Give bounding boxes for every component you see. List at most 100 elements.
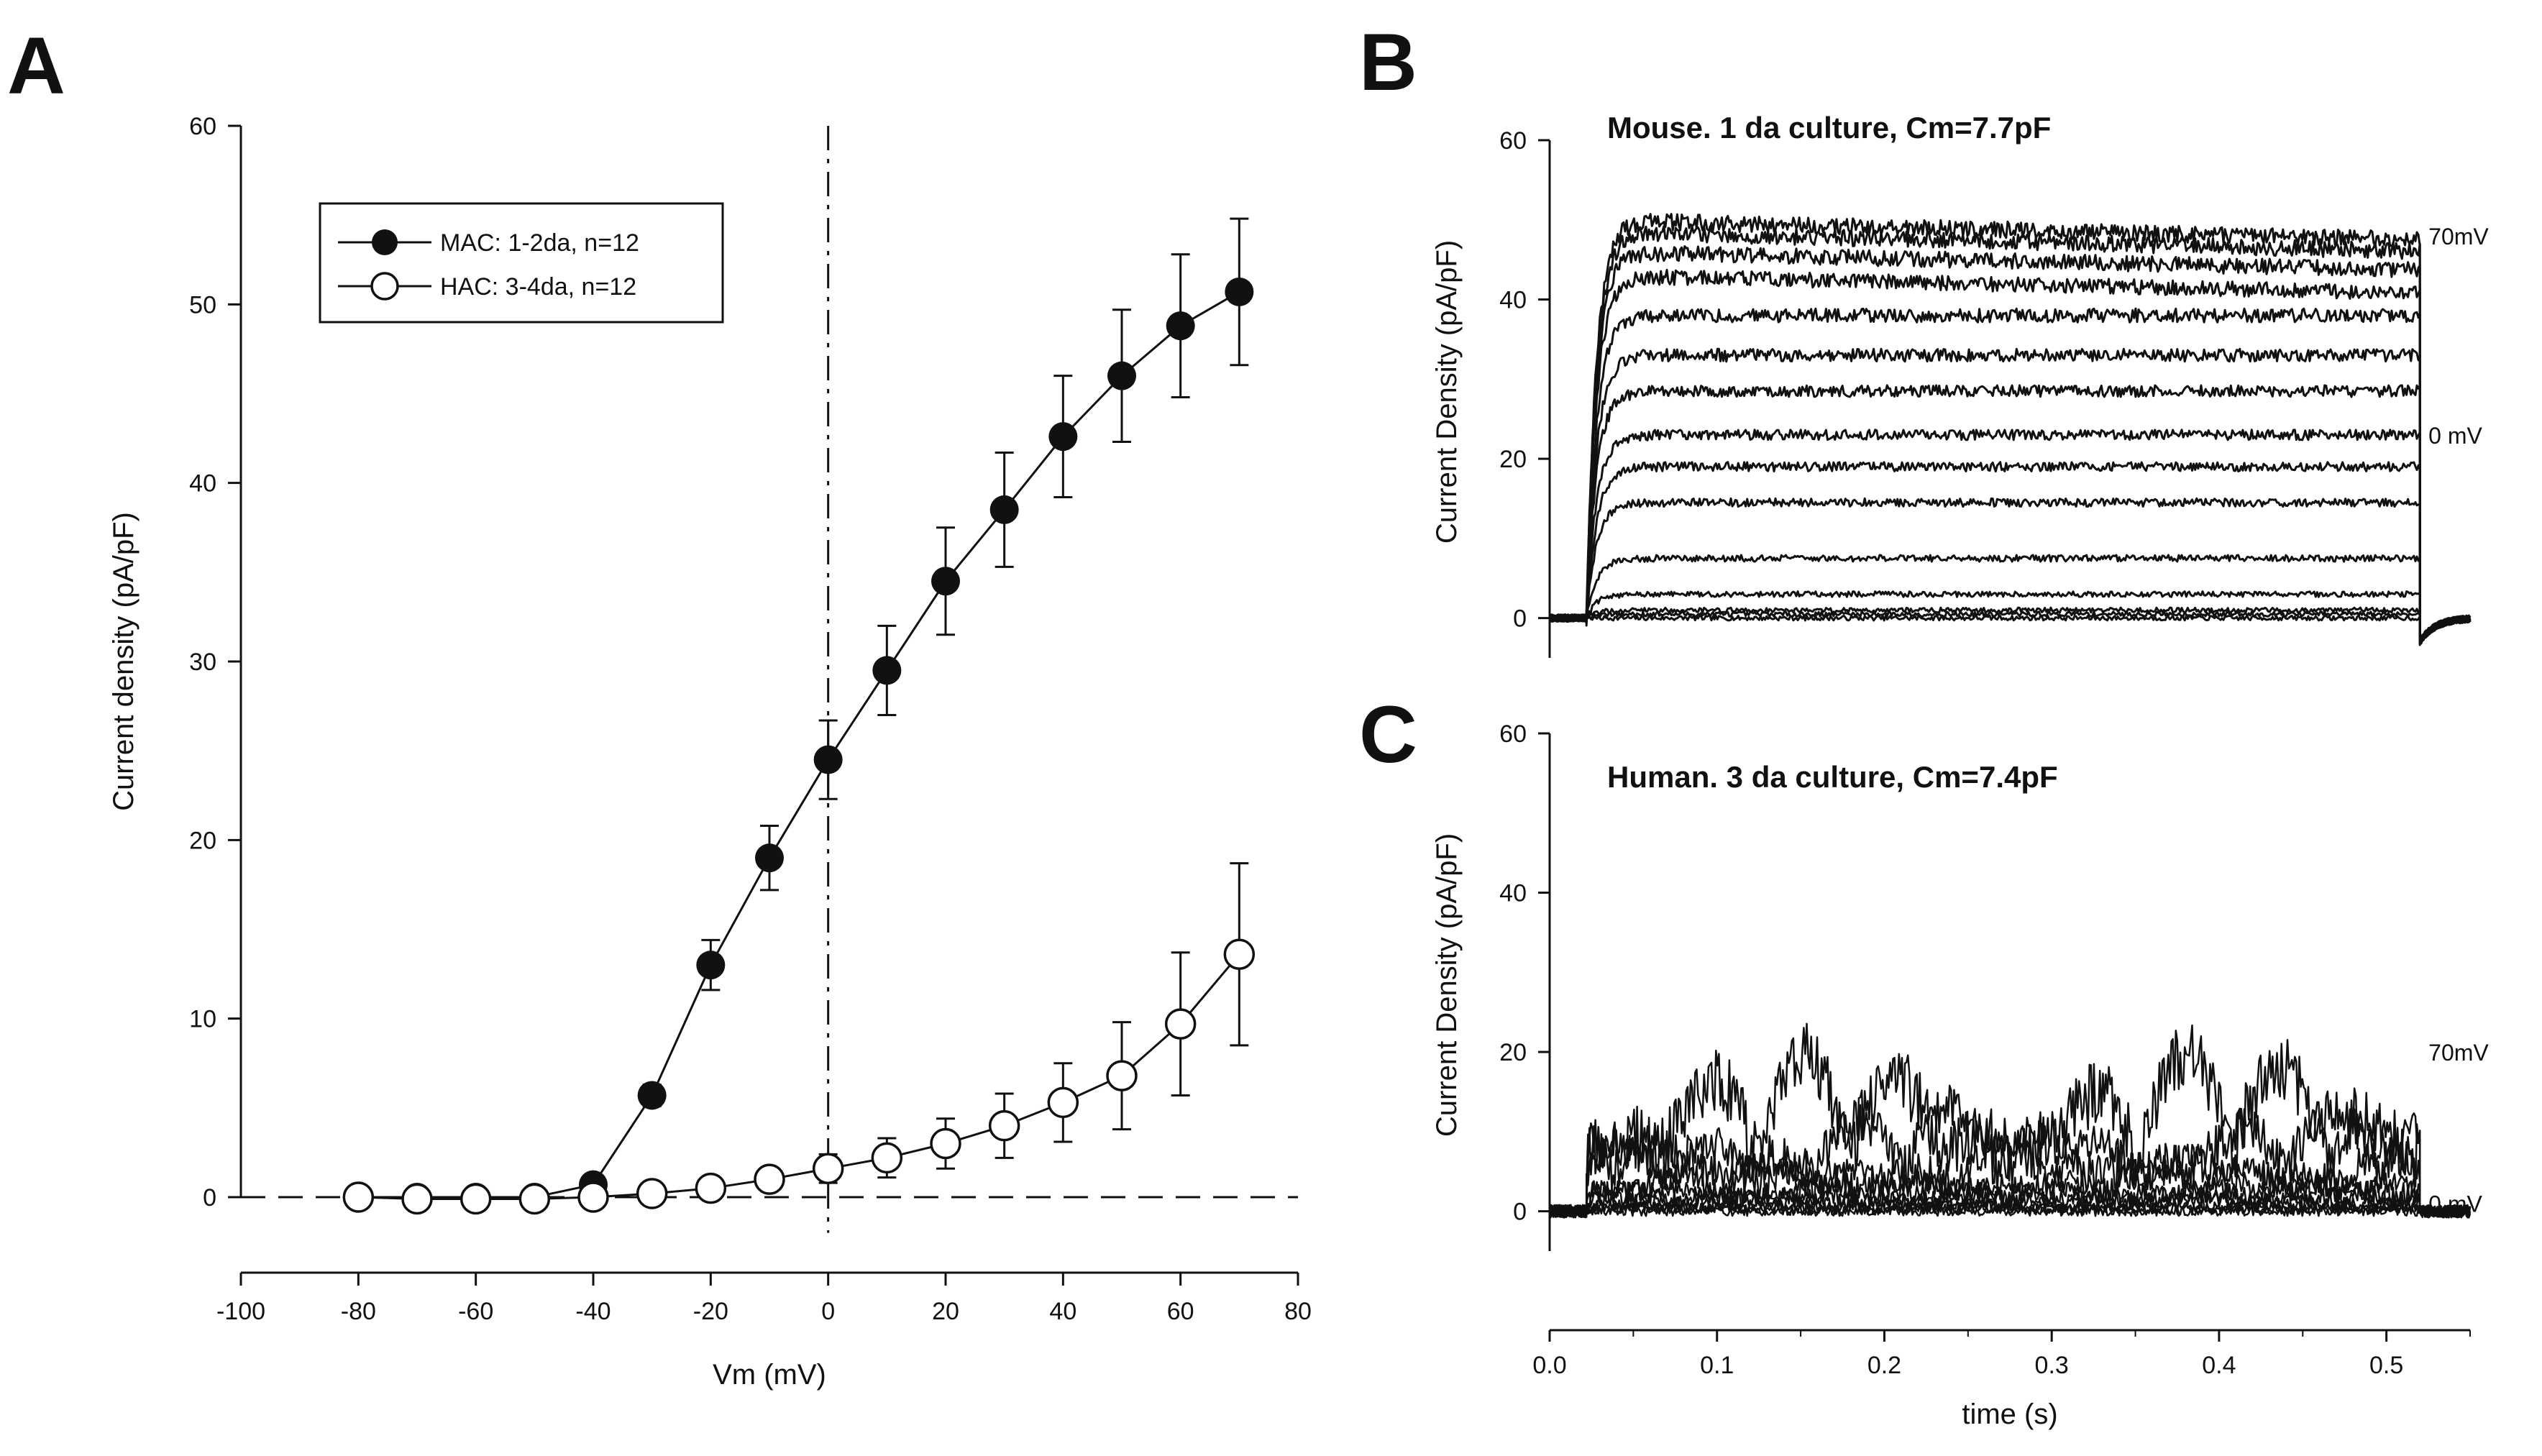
series-line xyxy=(358,953,1240,1200)
data-point xyxy=(812,1153,844,1185)
panel-a-y-axis-label: Current density (pA/pF) xyxy=(108,512,140,811)
panel-b-current-trace xyxy=(1548,461,2472,644)
panel-c-x-tick-label: 0.4 xyxy=(2202,1352,2236,1379)
panel-b-y-axis-label: Current Density (pA/pF) xyxy=(1431,240,1463,544)
panel-a-legend: MAC: 1-2da, n=12 HAC: 3-4da, n=12 xyxy=(319,202,724,324)
panel-a-x-tick-label: 0 xyxy=(821,1298,835,1325)
panel-b-y-tick-label: 40 xyxy=(1499,287,1527,314)
panel-b-current-trace xyxy=(1548,384,2471,645)
panel-b-current-trace xyxy=(1548,606,2472,646)
panel-b-current-trace xyxy=(1548,213,2471,645)
data-point xyxy=(695,1172,727,1204)
panel-c-y-tick-label: 60 xyxy=(1499,720,1527,748)
data-point xyxy=(577,1181,609,1213)
panel-c-current-trace xyxy=(1548,1022,2472,1219)
panel-b-current-trace xyxy=(1548,268,2472,640)
panel-a-x-tick-label: 60 xyxy=(1167,1298,1194,1325)
panel-c-x-tick-label: 0.2 xyxy=(1867,1352,1901,1379)
panel-a-x-tick-label: -80 xyxy=(341,1298,376,1325)
data-point xyxy=(755,843,784,873)
panel-b-y-tick-label: 60 xyxy=(1499,127,1527,155)
data-point xyxy=(754,1163,785,1195)
panel-c-current-trace xyxy=(1548,1187,2472,1219)
series-hac xyxy=(342,862,1256,1215)
panel-b-trace-label: 0 mV xyxy=(2428,423,2482,449)
data-point xyxy=(696,951,726,980)
panel-c-trace-label: 70mV xyxy=(2428,1040,2489,1066)
panel-b-chart: Mouse. 1 da culture, Cm=7.7pF 0 20 40 60 70… xyxy=(1431,111,2489,658)
panel-c-y-axis-label: Current Density (pA/pF) xyxy=(1431,833,1463,1137)
panel-b-current-trace xyxy=(1548,225,2472,642)
panel-a-y-tick-label: 30 xyxy=(189,649,216,676)
panel-b-current-trace xyxy=(1549,497,2472,645)
data-point xyxy=(1107,361,1136,390)
panel-a-y-tick-label: 50 xyxy=(189,291,216,319)
panel-c-current-trace xyxy=(1548,1171,2472,1219)
data-point xyxy=(1166,311,1195,341)
panel-a-chart: 0 10 20 30 40 50 60 -100 -80 -60 -40 -20 0 20 40 60 80 V… xyxy=(108,113,1312,1391)
panel-c-trace-label: 0 mV xyxy=(2428,1191,2482,1217)
legend-label-hac: HAC: 3-4da, n=12 xyxy=(440,273,636,301)
panel-a-y-tick-label: 0 xyxy=(203,1184,216,1212)
panel-letter-a: A xyxy=(7,21,65,111)
panel-b-current-trace xyxy=(1549,245,2471,643)
legend-box xyxy=(319,202,724,324)
data-point xyxy=(401,1183,433,1215)
panel-c-y-tick-label: 40 xyxy=(1499,880,1527,907)
data-point xyxy=(989,495,1019,524)
panel-c-y-tick-label: 20 xyxy=(1499,1039,1527,1066)
panel-c-x-axis-label: time (s) xyxy=(1962,1398,2057,1430)
panel-c-x-tick-label: 0.1 xyxy=(1700,1352,1734,1379)
panel-a-x-tick-label: -60 xyxy=(458,1298,493,1325)
data-point xyxy=(460,1183,492,1215)
panel-a-y-tick-label: 20 xyxy=(189,827,216,854)
panel-b-current-trace xyxy=(1548,613,2472,646)
panel-c-x-tick-label: 0.0 xyxy=(1532,1352,1566,1379)
data-point xyxy=(1223,938,1256,971)
legend-marker-hac xyxy=(370,272,399,301)
panel-letter-b: B xyxy=(1359,17,1417,107)
legend-marker-mac xyxy=(372,229,398,255)
panel-b-y-tick-label: 0 xyxy=(1513,605,1527,633)
data-point xyxy=(1225,277,1254,306)
panel-a-y-tick-label: 60 xyxy=(189,113,216,140)
panel-a-x-axis-label: Vm (mV) xyxy=(713,1359,826,1391)
data-point xyxy=(518,1183,551,1215)
panel-b-current-trace xyxy=(1549,307,2472,645)
panel-c-chart: Human. 3 da culture, Cm=7.4pF 0 20 40 60 0.0… xyxy=(1431,720,2489,1430)
data-point xyxy=(637,1081,667,1110)
panel-b-current-trace xyxy=(1548,429,2472,646)
data-point xyxy=(636,1178,668,1209)
panel-a-x-tick-label: -100 xyxy=(216,1298,265,1325)
panel-a-y-tick-label: 10 xyxy=(189,1006,216,1033)
panel-c-y-tick-label: 0 xyxy=(1513,1199,1527,1226)
data-point xyxy=(813,745,843,774)
data-point xyxy=(871,1142,903,1174)
data-point xyxy=(931,567,960,596)
panel-b-y-tick-label: 20 xyxy=(1499,446,1527,473)
series-line xyxy=(358,290,1240,1199)
panel-b-current-trace xyxy=(1548,610,2471,645)
legend-label-mac: MAC: 1-2da, n=12 xyxy=(440,229,639,257)
data-point xyxy=(342,1181,375,1213)
panel-a-x-tick-label: 40 xyxy=(1049,1298,1076,1325)
panel-c-title: Human. 3 da culture, Cm=7.4pF xyxy=(1607,760,2058,794)
panel-letter-c: C xyxy=(1359,690,1417,779)
panel-b-current-trace xyxy=(1548,554,2472,641)
panel-b-title: Mouse. 1 da culture, Cm=7.7pF xyxy=(1607,111,2051,145)
data-point xyxy=(1047,1086,1079,1119)
panel-b-trace-label: 70mV xyxy=(2428,224,2489,249)
panel-c-x-tick-label: 0.3 xyxy=(2035,1352,2069,1379)
panel-a-y-tick-label: 40 xyxy=(189,470,216,498)
panel-c-x-tick-label: 0.5 xyxy=(2369,1352,2403,1379)
data-point xyxy=(1164,1008,1197,1040)
data-point xyxy=(1106,1060,1138,1091)
panel-a-x-tick-label: 20 xyxy=(932,1298,959,1325)
data-point xyxy=(872,656,902,685)
data-point xyxy=(988,1109,1020,1142)
panel-a-x-tick-label: -20 xyxy=(693,1298,728,1325)
panel-a-x-tick-label: -40 xyxy=(575,1298,611,1325)
data-point xyxy=(1048,422,1078,452)
panel-a-x-tick-label: 80 xyxy=(1284,1298,1312,1325)
